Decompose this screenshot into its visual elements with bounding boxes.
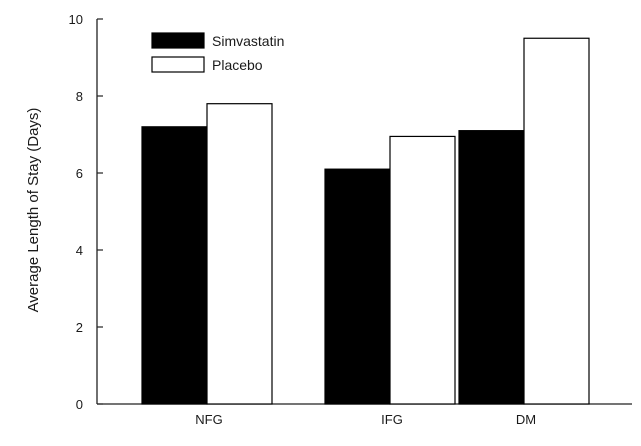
bar-simvastatin-nfg [141, 126, 208, 405]
y-tick-label: 8 [76, 89, 83, 104]
x-category-label: IFG [381, 412, 403, 427]
y-axis-title: Average Length of Stay (Days) [25, 108, 42, 313]
legend-label-simvastatin: Simvastatin [212, 33, 284, 49]
legend: Simvastatin Placebo [151, 32, 284, 73]
legend-swatch-simvastatin [151, 32, 205, 49]
y-ticks: 0 2 4 6 8 10 [69, 12, 103, 412]
bar-simvastatin-dm [458, 130, 525, 405]
bar-placebo-nfg [206, 103, 273, 405]
y-tick-label: 0 [76, 397, 83, 412]
x-category-label: NFG [195, 412, 222, 427]
y-tick-label: 6 [76, 166, 83, 181]
y-tick-label: 2 [76, 320, 83, 335]
bar-placebo-dm [523, 37, 590, 405]
y-tick-label: 4 [76, 243, 83, 258]
y-tick-label: 10 [69, 12, 83, 27]
legend-swatch-placebo [151, 56, 205, 73]
bar-placebo-ifg [389, 135, 456, 405]
bars [141, 37, 590, 405]
bar-simvastatin-ifg [324, 168, 391, 405]
x-category-label: DM [516, 412, 536, 427]
x-category-labels: NFG IFG DM [195, 412, 536, 427]
legend-label-placebo: Placebo [212, 57, 263, 73]
